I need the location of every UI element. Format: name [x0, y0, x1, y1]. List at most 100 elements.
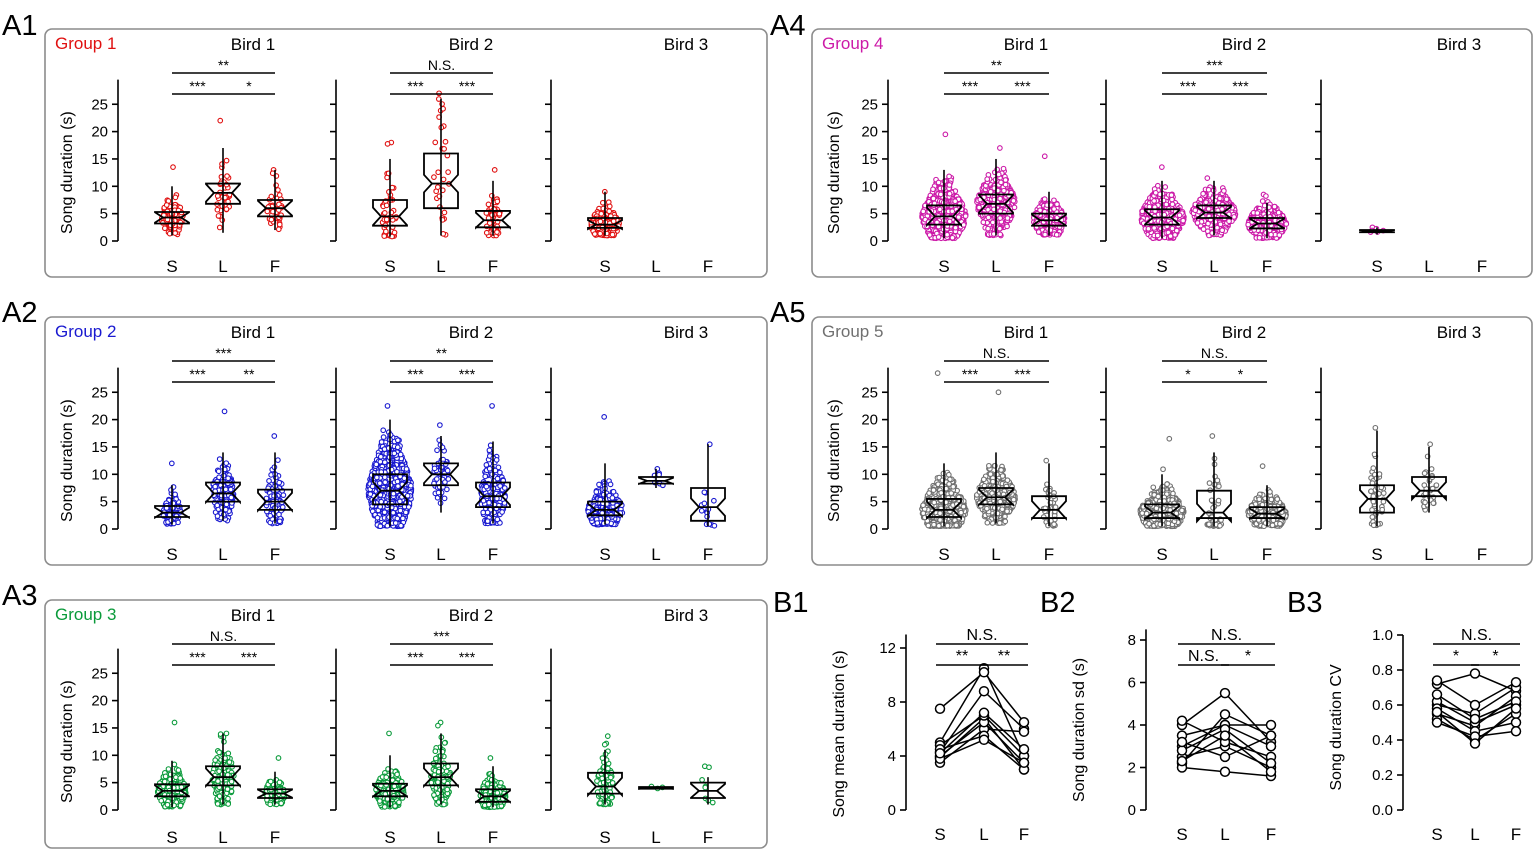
data-point — [394, 771, 400, 778]
y-axis-label: Song duration (s) — [59, 680, 76, 803]
data-point — [482, 473, 489, 480]
y-tick-label: 25 — [91, 96, 108, 113]
data-point — [216, 793, 223, 800]
data-point — [225, 475, 232, 482]
data-point — [267, 801, 274, 808]
x-tick-label: F — [703, 545, 713, 564]
data-point — [441, 146, 447, 152]
data-point — [172, 194, 179, 201]
data-point — [493, 457, 500, 463]
data-point — [378, 439, 385, 445]
data-point — [381, 233, 388, 239]
significance-label: *** — [241, 649, 258, 665]
data-point — [279, 504, 286, 510]
data-point — [946, 218, 953, 225]
data-point — [952, 224, 959, 231]
significance-label: ** — [218, 57, 229, 73]
significance-label: *** — [189, 78, 206, 94]
y-tick-label: 10 — [91, 466, 108, 483]
data-point — [384, 522, 391, 529]
data-point — [380, 427, 387, 434]
x-tick-label: S — [384, 828, 395, 847]
data-point — [711, 522, 718, 529]
data-point — [382, 479, 389, 486]
data-point — [601, 414, 608, 420]
data-point — [441, 801, 447, 808]
data-point — [222, 486, 229, 493]
data-point — [394, 478, 401, 485]
data-point — [214, 502, 221, 509]
x-tick-label: F — [703, 828, 713, 847]
data-point — [494, 790, 501, 796]
significance-label: *** — [215, 345, 232, 361]
data-point — [709, 799, 716, 806]
data-point — [390, 509, 397, 516]
data-point — [434, 184, 441, 190]
data-point — [381, 474, 388, 481]
bird-title: Bird 2 — [449, 323, 493, 342]
data-point — [483, 229, 490, 236]
data-point — [1011, 204, 1018, 211]
y-tick-label: 5 — [100, 494, 108, 511]
data-point — [428, 779, 435, 786]
data-point — [487, 755, 494, 761]
significance-label: ** — [436, 345, 447, 361]
data-point — [405, 504, 412, 510]
data-point — [496, 210, 503, 217]
y-tick-label: 0 — [870, 233, 878, 250]
data-point — [431, 174, 437, 180]
significance-label: *** — [189, 649, 206, 665]
data-point — [170, 164, 176, 171]
data-point — [444, 467, 451, 474]
panel-label-a1: A1 — [2, 10, 37, 42]
y-tick-label: 20 — [861, 124, 878, 141]
data-point — [606, 203, 613, 210]
data-point — [373, 461, 380, 468]
data-point — [177, 775, 184, 781]
data-point — [442, 138, 449, 145]
data-point — [594, 520, 601, 526]
x-tick-label: F — [1044, 257, 1054, 276]
data-point — [435, 779, 441, 786]
bird-title: Bird 1 — [1004, 35, 1048, 54]
data-point — [391, 450, 398, 457]
data-point — [168, 460, 175, 467]
bird-subplot: Bird 3S L F — [545, 35, 713, 276]
data-point — [402, 509, 409, 516]
data-point — [377, 523, 384, 530]
data-point — [591, 231, 598, 237]
y-tick-label: 10 — [861, 178, 878, 195]
data-point — [946, 173, 952, 180]
data-point — [952, 198, 958, 205]
data-point — [367, 491, 374, 498]
bird-title: Bird 3 — [664, 35, 708, 54]
data-point — [596, 481, 602, 488]
x-tick-label: F — [270, 828, 280, 847]
x-tick-label: L — [991, 257, 1000, 276]
y-axis-label: Song duration (s) — [59, 111, 76, 234]
bird-title: Bird 1 — [231, 323, 275, 342]
data-point — [936, 206, 943, 213]
data-point — [398, 522, 404, 529]
y-tick-label: 20 — [91, 693, 108, 710]
data-point — [384, 796, 391, 802]
data-point — [386, 730, 392, 737]
data-point — [491, 167, 498, 173]
data-point — [158, 797, 165, 804]
x-tick-label: L — [218, 257, 227, 276]
data-point — [442, 479, 448, 486]
data-point — [597, 218, 604, 225]
data-point — [926, 232, 933, 238]
data-point — [275, 187, 281, 193]
bird-title: Bird 2 — [449, 35, 493, 54]
data-point — [441, 495, 448, 502]
x-tick-label: F — [270, 545, 280, 564]
data-point — [377, 453, 384, 460]
significance-label: *** — [407, 366, 424, 382]
data-point — [483, 483, 490, 490]
box-notched — [154, 211, 190, 225]
data-point — [441, 740, 448, 746]
